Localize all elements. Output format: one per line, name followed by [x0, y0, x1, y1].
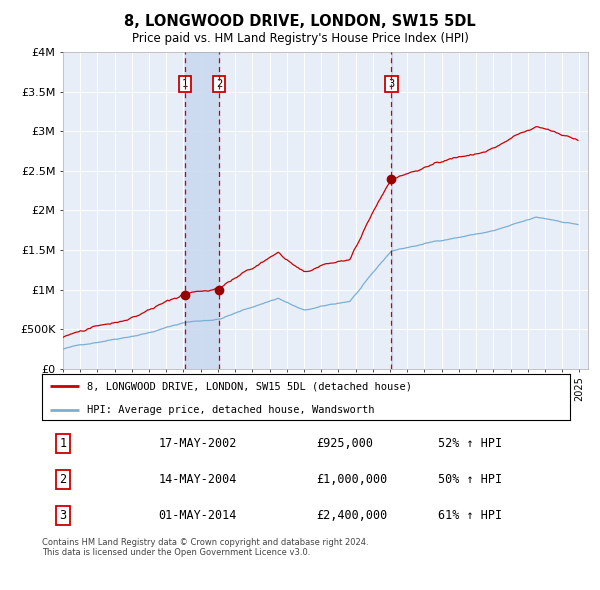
Text: 3: 3	[59, 509, 67, 522]
Text: 50% ↑ HPI: 50% ↑ HPI	[438, 473, 502, 486]
Text: 14-MAY-2004: 14-MAY-2004	[158, 473, 236, 486]
Text: 2: 2	[59, 473, 67, 486]
Text: 61% ↑ HPI: 61% ↑ HPI	[438, 509, 502, 522]
Text: £925,000: £925,000	[317, 437, 374, 450]
Bar	[185, 52, 220, 369]
Text: 17-MAY-2002: 17-MAY-2002	[158, 437, 236, 450]
Text: 3: 3	[388, 78, 395, 88]
Text: £2,400,000: £2,400,000	[317, 509, 388, 522]
Text: £1,000,000: £1,000,000	[317, 473, 388, 486]
Text: HPI: Average price, detached house, Wandsworth: HPI: Average price, detached house, Wand…	[87, 405, 374, 415]
Text: 8, LONGWOOD DRIVE, LONDON, SW15 5DL (detached house): 8, LONGWOOD DRIVE, LONDON, SW15 5DL (det…	[87, 382, 412, 392]
Text: 52% ↑ HPI: 52% ↑ HPI	[438, 437, 502, 450]
Bar	[391, 52, 392, 369]
Text: 8, LONGWOOD DRIVE, LONDON, SW15 5DL: 8, LONGWOOD DRIVE, LONDON, SW15 5DL	[124, 14, 476, 30]
Text: 2: 2	[216, 78, 223, 88]
Text: 01-MAY-2014: 01-MAY-2014	[158, 509, 236, 522]
Text: Price paid vs. HM Land Registry's House Price Index (HPI): Price paid vs. HM Land Registry's House …	[131, 32, 469, 45]
Text: 1: 1	[59, 437, 67, 450]
Text: 1: 1	[182, 78, 188, 88]
Text: Contains HM Land Registry data © Crown copyright and database right 2024.
This d: Contains HM Land Registry data © Crown c…	[42, 538, 368, 558]
